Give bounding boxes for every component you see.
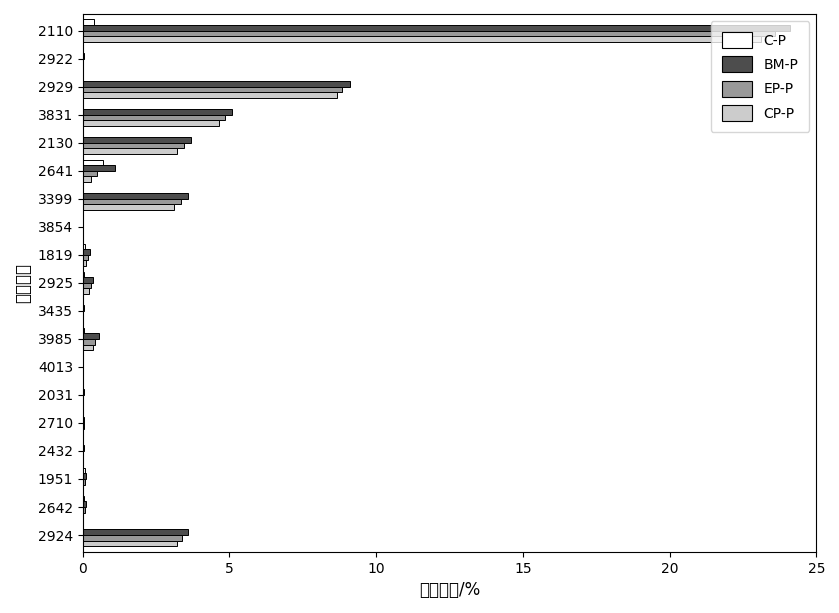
Legend: C-P, BM-P, EP-P, CP-P: C-P, BM-P, EP-P, CP-P xyxy=(711,21,810,132)
Bar xyxy=(83,530,188,535)
Bar xyxy=(83,423,84,428)
Bar xyxy=(83,115,225,120)
Bar xyxy=(83,272,84,277)
Bar xyxy=(83,93,336,98)
Bar xyxy=(83,148,176,154)
Bar xyxy=(83,171,97,177)
Bar xyxy=(83,243,85,249)
Bar xyxy=(83,446,84,451)
Bar xyxy=(83,479,85,485)
Bar xyxy=(83,328,84,333)
Bar xyxy=(83,120,219,126)
Bar xyxy=(83,177,91,182)
Bar xyxy=(83,36,761,42)
Bar xyxy=(83,468,85,473)
Bar xyxy=(83,339,95,345)
Bar xyxy=(83,249,90,255)
Bar xyxy=(83,86,342,93)
Bar xyxy=(83,535,182,541)
Bar xyxy=(83,283,91,289)
Bar xyxy=(83,255,88,261)
Bar xyxy=(83,53,84,59)
Bar xyxy=(83,109,232,115)
Bar xyxy=(83,496,84,501)
Bar xyxy=(83,193,188,199)
Bar xyxy=(83,204,174,210)
Bar xyxy=(83,389,84,395)
Bar xyxy=(83,289,89,294)
Bar xyxy=(83,165,115,171)
Bar xyxy=(83,137,191,143)
Bar xyxy=(83,143,184,148)
Bar xyxy=(83,501,86,507)
Bar xyxy=(83,417,84,423)
Bar xyxy=(83,473,86,479)
Bar xyxy=(83,345,93,350)
Bar xyxy=(83,31,775,36)
Bar xyxy=(83,81,350,86)
Bar xyxy=(83,305,84,311)
Bar xyxy=(83,25,790,31)
Y-axis label: 行业代码: 行业代码 xyxy=(14,263,32,303)
Bar xyxy=(83,199,181,204)
Bar xyxy=(83,159,103,165)
Bar xyxy=(83,261,86,266)
Bar xyxy=(83,333,99,339)
Bar xyxy=(83,507,85,512)
X-axis label: 减排潜力/%: 减排潜力/% xyxy=(419,581,480,599)
Bar xyxy=(83,20,95,25)
Bar xyxy=(83,277,93,283)
Bar xyxy=(83,541,176,546)
